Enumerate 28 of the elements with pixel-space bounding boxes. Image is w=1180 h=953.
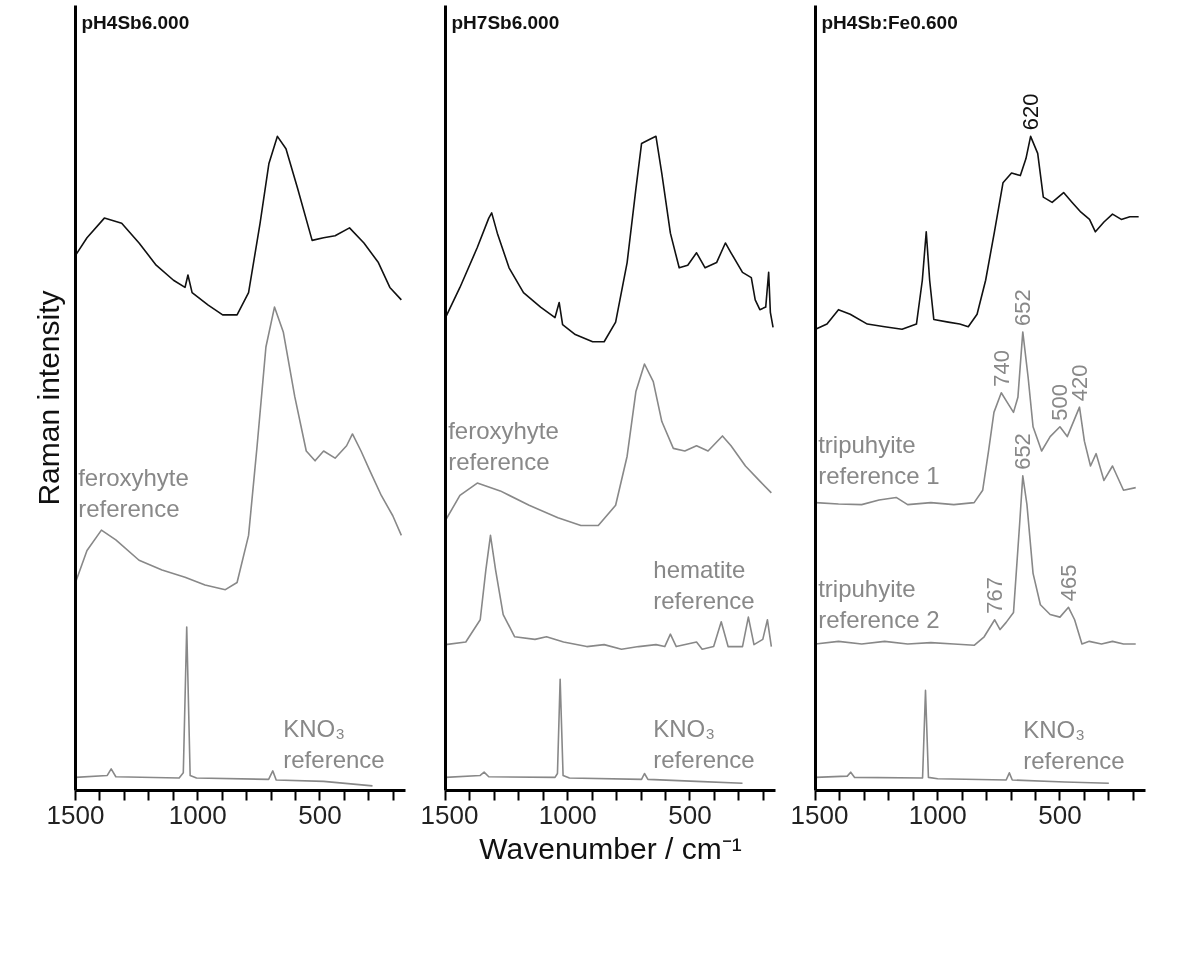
series-label: tripuhyite reference 2 <box>818 575 940 634</box>
x-axis-title: Wavenumber / cm⁻¹ <box>479 831 742 865</box>
series-label: hematite reference <box>653 555 755 614</box>
chart-title: pH7Sb6.000 <box>451 11 560 33</box>
x-tick-label: 1500 <box>420 799 479 830</box>
x-tick-label: 500 <box>1038 799 1082 830</box>
series-label: tripuhyite reference 1 <box>818 431 940 490</box>
series-label: KNO₃ reference <box>653 715 755 774</box>
chart-title: pH4Sb6.000 <box>81 11 190 33</box>
annotation: 465 <box>1056 564 1081 602</box>
series-label: feroxyhyte reference <box>448 416 559 476</box>
x-tick-label: 1500 <box>46 799 105 830</box>
x-tick-label: 500 <box>298 799 342 830</box>
x-tick-label: 1000 <box>168 799 227 830</box>
x-tick-label: 500 <box>668 799 712 830</box>
annotation: 767 <box>982 577 1008 614</box>
series-label: feroxyhyte reference <box>78 464 189 523</box>
y-axis-title: Raman intensity <box>31 290 65 506</box>
annotation: 652 <box>1010 289 1036 326</box>
x-tick-label: 1500 <box>790 799 849 830</box>
chart-title: pH4Sb:Fe0.600 <box>821 11 958 33</box>
series-label: KNO₃ reference <box>1023 715 1125 774</box>
x-tick-label: 1000 <box>538 799 597 830</box>
series-label: KNO₃ reference <box>283 715 385 774</box>
annotation: 620 <box>1018 93 1044 131</box>
x-tick-label: 1000 <box>908 799 967 830</box>
annotation: 652 <box>1010 433 1036 470</box>
annotation: 740 <box>988 350 1014 387</box>
